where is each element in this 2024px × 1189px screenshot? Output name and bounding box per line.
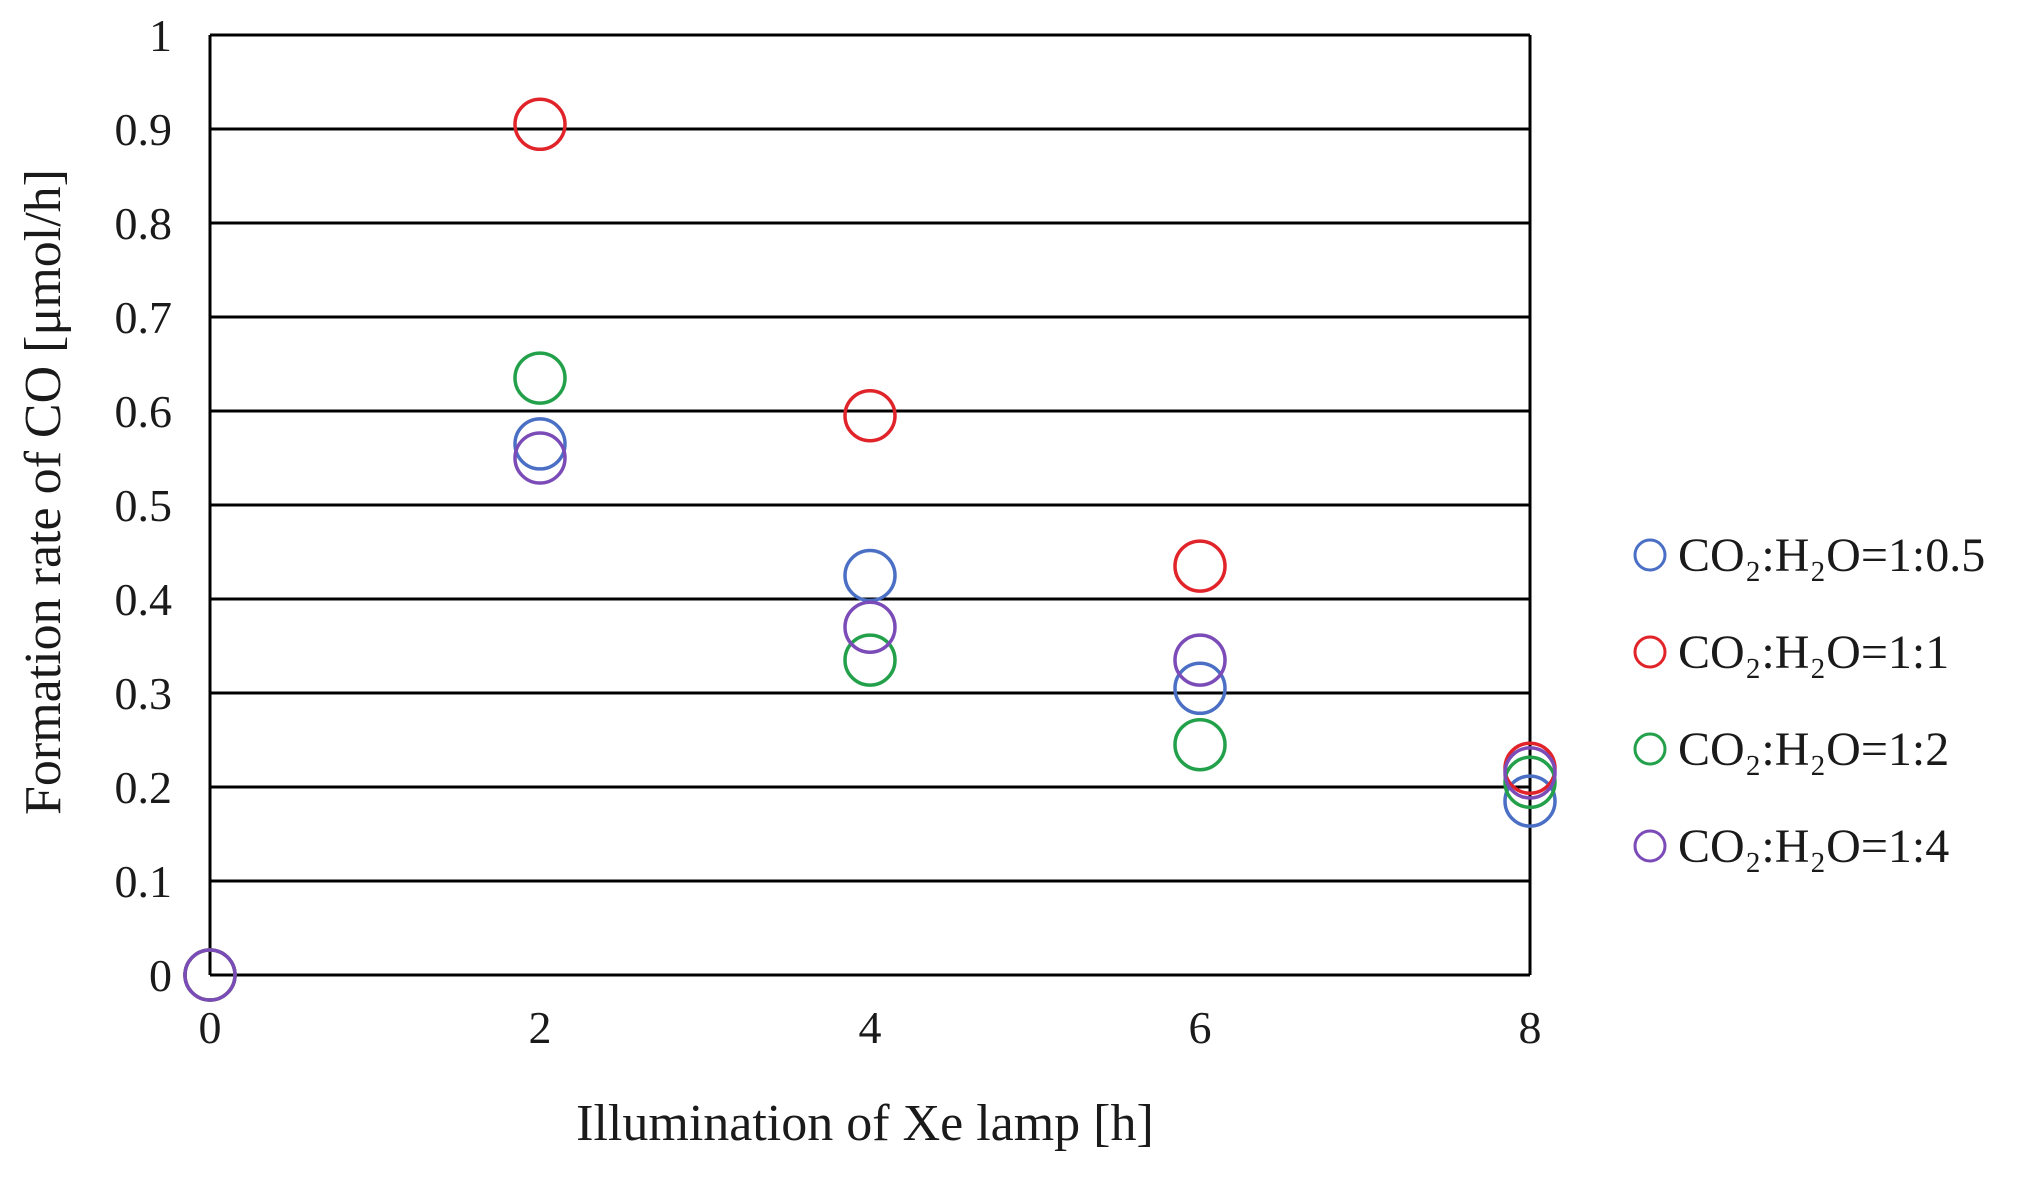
legend-item: CO₂:H₂O=1:1: [1633, 626, 1949, 679]
data-point: [1503, 774, 1557, 828]
x-tick-label: 6: [1189, 1002, 1212, 1053]
data-point: [513, 351, 567, 405]
y-tick-label: 0.3: [115, 668, 173, 719]
legend-marker-icon: [1633, 732, 1667, 766]
data-point: [843, 548, 897, 603]
y-tick-label: 0.4: [115, 574, 173, 625]
data-point: [183, 948, 237, 1002]
data-point: [1503, 746, 1557, 800]
data-point: [1173, 633, 1227, 687]
series-4: [183, 431, 1557, 1002]
data-point: [843, 633, 897, 687]
y-axis-title: Formation rate of CO [μmol/h]: [15, 169, 72, 815]
y-tick-label: 0.8: [115, 198, 173, 249]
x-tick-label: 0: [199, 1002, 222, 1053]
x-axis-title: Illumination of Xe lamp [h]: [576, 1095, 1154, 1152]
y-tick-label: 0.5: [115, 480, 173, 531]
y-tick-label: 0.2: [115, 762, 173, 813]
legend-label: CO₂:H₂O=1:0.5: [1678, 529, 1985, 582]
legend-label: CO₂:H₂O=1:4: [1678, 820, 1949, 873]
data-point: [1173, 539, 1227, 593]
legend: CO₂:H₂O=1:0.5 CO₂:H₂O=1:1 CO₂:H₂O=1:2 CO₂:H…: [1633, 529, 1985, 873]
y-axis-tick-labels: 0 0.1 0.2 0.3 0.4 0.5 0.6 0.7 0.8 0.9 1: [115, 10, 173, 1001]
y-tick-label: 1: [149, 10, 172, 61]
legend-marker-icon: [1633, 829, 1667, 863]
data-point: [513, 431, 567, 485]
plot-frame: [208, 33, 1532, 977]
x-tick-label: 2: [529, 1002, 552, 1053]
data-point: [843, 388, 897, 443]
legend-label: CO₂:H₂O=1:2: [1678, 723, 1949, 776]
data-point: [1173, 661, 1227, 716]
y-tick-label: 0.9: [115, 104, 173, 155]
legend-marker-icon: [1633, 538, 1667, 572]
data-points: [183, 97, 1557, 1002]
grid-lines: [210, 33, 1530, 977]
y-tick-label: 0.7: [115, 292, 173, 343]
series-3: [183, 351, 1557, 1002]
legend-marker-icon: [1633, 635, 1667, 669]
data-point: [843, 600, 897, 654]
x-tick-label: 8: [1519, 1002, 1542, 1053]
data-point: [513, 97, 567, 152]
legend-item: CO₂:H₂O=1:2: [1633, 723, 1949, 776]
y-tick-label: 0: [149, 950, 172, 1001]
legend-item: CO₂:H₂O=1:0.5: [1633, 529, 1985, 582]
data-point: [513, 417, 567, 471]
legend-item: CO₂:H₂O=1:4: [1633, 820, 1949, 873]
x-tick-label: 4: [859, 1002, 882, 1053]
data-point: [1173, 717, 1227, 772]
legend-label: CO₂:H₂O=1:1: [1678, 626, 1949, 679]
x-axis-tick-labels: 0 2 4 6 8: [199, 1002, 1542, 1053]
y-tick-label: 0.6: [115, 386, 173, 437]
y-tick-label: 0.1: [115, 856, 173, 907]
